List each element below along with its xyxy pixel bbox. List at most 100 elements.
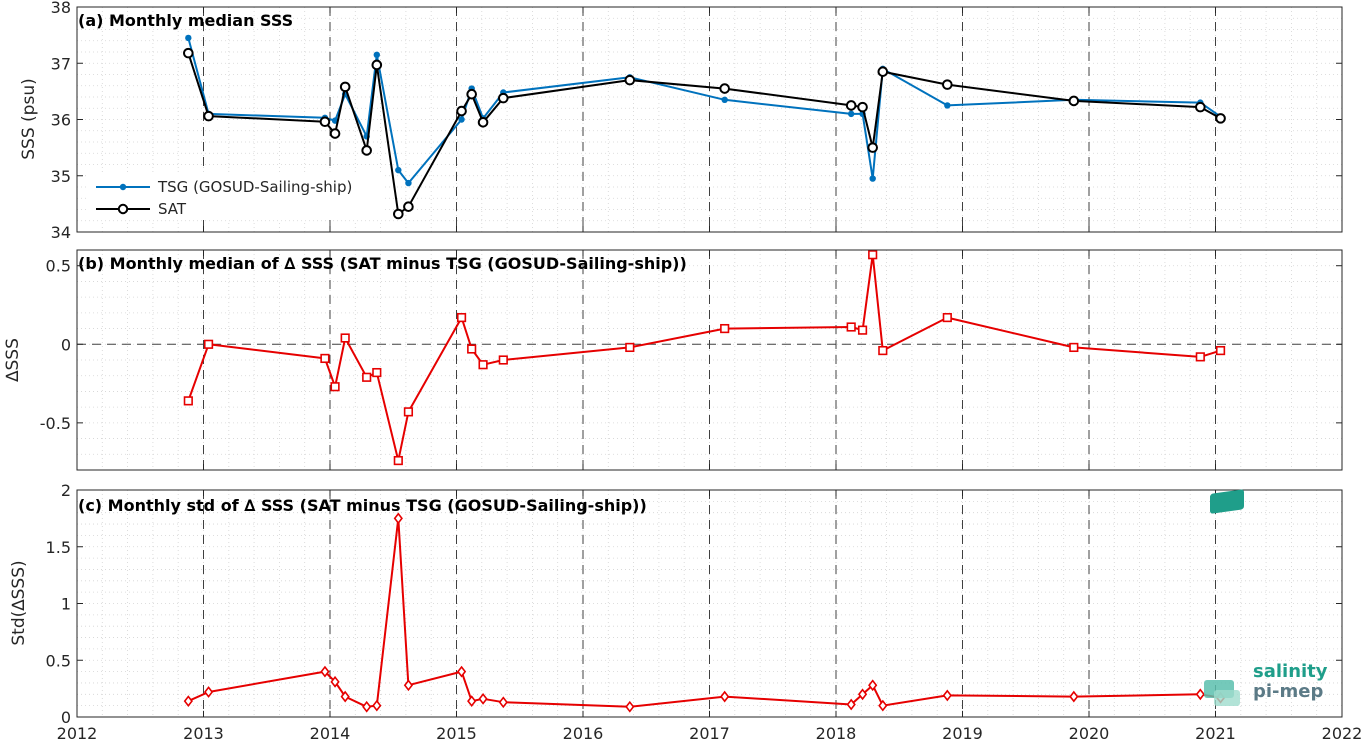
data-point	[720, 323, 730, 334]
data-point	[878, 699, 888, 712]
legend-sat-marker	[117, 203, 129, 215]
y-tick-label: 2	[61, 481, 71, 500]
data-point	[330, 382, 340, 392]
data-point	[339, 81, 351, 93]
data-point	[320, 353, 330, 364]
data-point	[867, 142, 878, 153]
data-point	[868, 679, 878, 692]
data-point	[320, 665, 330, 678]
data-point	[857, 325, 868, 335]
data-point	[624, 74, 636, 86]
data-point	[405, 179, 412, 187]
data-point	[846, 322, 856, 332]
data-point	[330, 675, 340, 688]
data-point	[403, 201, 414, 212]
data-point	[183, 396, 193, 406]
data-point	[498, 355, 508, 365]
y-tick-label: 34	[51, 223, 71, 242]
data-point	[1195, 688, 1205, 701]
data-point	[340, 333, 350, 343]
data-point	[183, 695, 193, 708]
data-point	[371, 59, 383, 71]
data-point	[477, 117, 489, 128]
data-point	[329, 128, 341, 139]
x-tick-label: 2012	[57, 724, 98, 743]
data-point	[845, 100, 857, 111]
data-point	[467, 695, 477, 708]
panel-a: (a) Monthly median SSS SSS (psu) TSG (GO…	[19, 0, 1343, 242]
data-point	[361, 145, 372, 156]
legend-box	[88, 172, 384, 220]
data-point	[393, 512, 403, 525]
data-point	[403, 679, 414, 692]
data-point	[625, 700, 635, 713]
y-tick-label: 35	[51, 167, 71, 186]
legend-tsg-marker	[119, 183, 127, 191]
data-point	[1195, 101, 1206, 113]
data-point	[1215, 345, 1226, 356]
data-point	[846, 698, 856, 711]
data-point	[720, 690, 730, 703]
data-point	[1069, 342, 1079, 353]
data-point	[185, 34, 192, 42]
legend: TSG (GOSUD-Sailing-ship) SAT	[88, 172, 384, 220]
x-tick-label: 2017	[689, 724, 730, 743]
panel-c: (c) Monthly std of ∆ SSS (SAT minus TSG …	[9, 481, 1362, 743]
legend-tsg-label: TSG (GOSUD-Sailing-ship)	[157, 178, 352, 196]
data-point	[456, 105, 467, 117]
y-tick-label: 1.5	[46, 538, 71, 557]
x-tick-label: 2014	[310, 724, 351, 743]
panel-grid-layer	[76, 489, 1343, 718]
panel-a-ylabel: SSS (psu)	[19, 78, 39, 159]
y-tick-label: 0	[61, 708, 71, 727]
data-point	[203, 339, 214, 349]
data-point	[456, 312, 467, 323]
data-point	[203, 110, 214, 122]
data-point	[1215, 113, 1226, 124]
panel-grid-layer	[76, 249, 1343, 471]
x-tick-label: 2018	[816, 724, 857, 743]
y-tick-label: 38	[51, 0, 71, 17]
data-point	[1068, 95, 1080, 107]
data-point	[721, 96, 728, 104]
x-tick-label: 2022	[1322, 724, 1363, 743]
data-point	[944, 102, 951, 109]
data-point	[362, 700, 372, 713]
panel-a-title: (a) Monthly median SSS	[78, 11, 293, 30]
y-tick-label: -0.5	[40, 414, 71, 433]
logo-line-2: pi-mep	[1253, 681, 1323, 702]
data-point	[372, 367, 382, 378]
data-point	[857, 688, 868, 701]
data-point	[498, 92, 509, 104]
x-tick-label: 2021	[1195, 724, 1236, 743]
data-point	[942, 312, 952, 323]
panel-c-title: (c) Monthly std of ∆ SSS (SAT minus TSG …	[78, 496, 647, 515]
data-point	[847, 110, 855, 118]
panel-b-title: (b) Monthly median of ∆ SSS (SAT minus T…	[78, 254, 687, 273]
legend-sat-label: SAT	[158, 200, 187, 218]
x-tick-label: 2020	[1069, 724, 1110, 743]
data-point	[340, 690, 350, 703]
data-point	[403, 407, 414, 417]
data-point	[319, 116, 331, 128]
data-point	[498, 696, 508, 709]
data-point	[393, 208, 404, 220]
data-point	[942, 79, 953, 90]
data-point	[466, 88, 477, 100]
y-tick-label: 0.5	[46, 651, 71, 670]
logo-emblem-icon	[1204, 489, 1244, 706]
data-point	[362, 372, 372, 382]
data-point	[869, 175, 876, 182]
x-tick-label: 2013	[183, 724, 224, 743]
data-point	[372, 699, 382, 712]
data-point	[942, 689, 952, 702]
data-point	[467, 344, 477, 354]
panel-b-ylabel: ∆SSS	[3, 338, 23, 383]
data-point	[183, 47, 194, 59]
y-tick-label: 0.5	[46, 257, 71, 276]
data-point	[1195, 352, 1205, 362]
salinity-pi-mep-logo: salinity pi-mep	[1204, 489, 1328, 706]
data-point	[878, 345, 888, 356]
data-point	[478, 692, 488, 705]
